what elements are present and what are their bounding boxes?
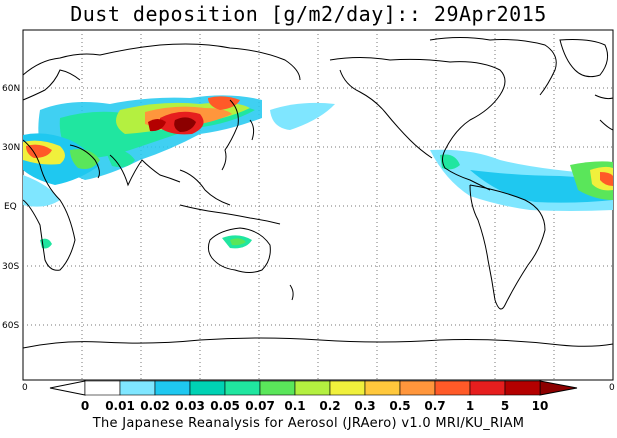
colorbar-cell xyxy=(119,380,156,396)
colorbar-cell xyxy=(469,380,506,396)
colorbar-tick-label: 5 xyxy=(501,399,509,413)
dust-region-mexico xyxy=(440,154,460,170)
colorbar-arrow-left xyxy=(49,380,86,396)
colorbar: 0 0 0 0.01 0.02 0.03 0.05 0.07 0.1 0.2 0.3 0.5 0.7… xyxy=(22,380,615,413)
colorbar-cell xyxy=(294,380,331,396)
dust-region-india xyxy=(105,149,135,168)
colorbar-tick-label: 0.7 xyxy=(424,399,445,413)
colorbar-tick-label: 0.03 xyxy=(175,399,205,413)
colorbar-cell xyxy=(259,380,296,396)
dust-region-africa-south xyxy=(23,175,60,207)
colorbar-tick-label: 0 xyxy=(81,399,89,413)
colorbar-cell xyxy=(189,380,226,396)
colorbar-tick-label: 0.2 xyxy=(319,399,340,413)
colorbar-tick-label: 0.05 xyxy=(210,399,240,413)
dust-region-sahel-edge xyxy=(600,172,613,186)
lat-label-30n: 30N xyxy=(2,143,20,153)
colorbar-edge-left: 0 xyxy=(22,383,28,393)
dust-region-australia-inner xyxy=(230,238,246,246)
latitude-labels: 60N 30N EQ 30S 60S xyxy=(2,84,20,331)
colorbar-cell xyxy=(84,380,121,396)
dust-region-sahara-core xyxy=(26,144,52,158)
lat-label-60s: 60S xyxy=(2,321,19,331)
lat-label-30s: 30S xyxy=(2,262,19,272)
dust-region-mongolia xyxy=(208,96,240,110)
colorbar-cell xyxy=(504,380,541,396)
colorbar-tick-label: 0.07 xyxy=(245,399,275,413)
colorbar-tick-label: 0.3 xyxy=(354,399,375,413)
colorbar-tick-label: 0.02 xyxy=(140,399,170,413)
colorbar-cell xyxy=(434,380,471,396)
colorbar-cell xyxy=(399,380,436,396)
dust-region-gobi-peak xyxy=(174,117,196,132)
colorbar-cell xyxy=(364,380,401,396)
colorbar-cell xyxy=(154,380,191,396)
lat-label-eq: EQ xyxy=(4,202,17,212)
dust-region-taklimakan xyxy=(148,119,166,132)
dust-region-arabia xyxy=(70,149,100,169)
map-title: Dust deposition [g/m2/day]:: 29Apr2015 xyxy=(70,2,547,26)
dust-region-pacific-plume xyxy=(270,102,335,130)
colorbar-tick-label: 1 xyxy=(466,399,474,413)
colorbar-cell xyxy=(329,380,366,396)
colorbar-tick-label: 0.5 xyxy=(389,399,410,413)
lat-label-60n: 60N xyxy=(2,84,20,94)
colorbar-arrow-right xyxy=(539,380,578,396)
colorbar-tick-label: 0.01 xyxy=(105,399,135,413)
colorbar-edge-right: 0 xyxy=(609,383,615,393)
colorbar-tick-label: 0.1 xyxy=(284,399,305,413)
footer-credit: The Japanese Reanalysis for Aerosol (JRA… xyxy=(92,416,525,431)
coastlines xyxy=(22,37,614,349)
colorbar-tick-label: 10 xyxy=(532,399,549,413)
colorbar-cell xyxy=(224,380,261,396)
